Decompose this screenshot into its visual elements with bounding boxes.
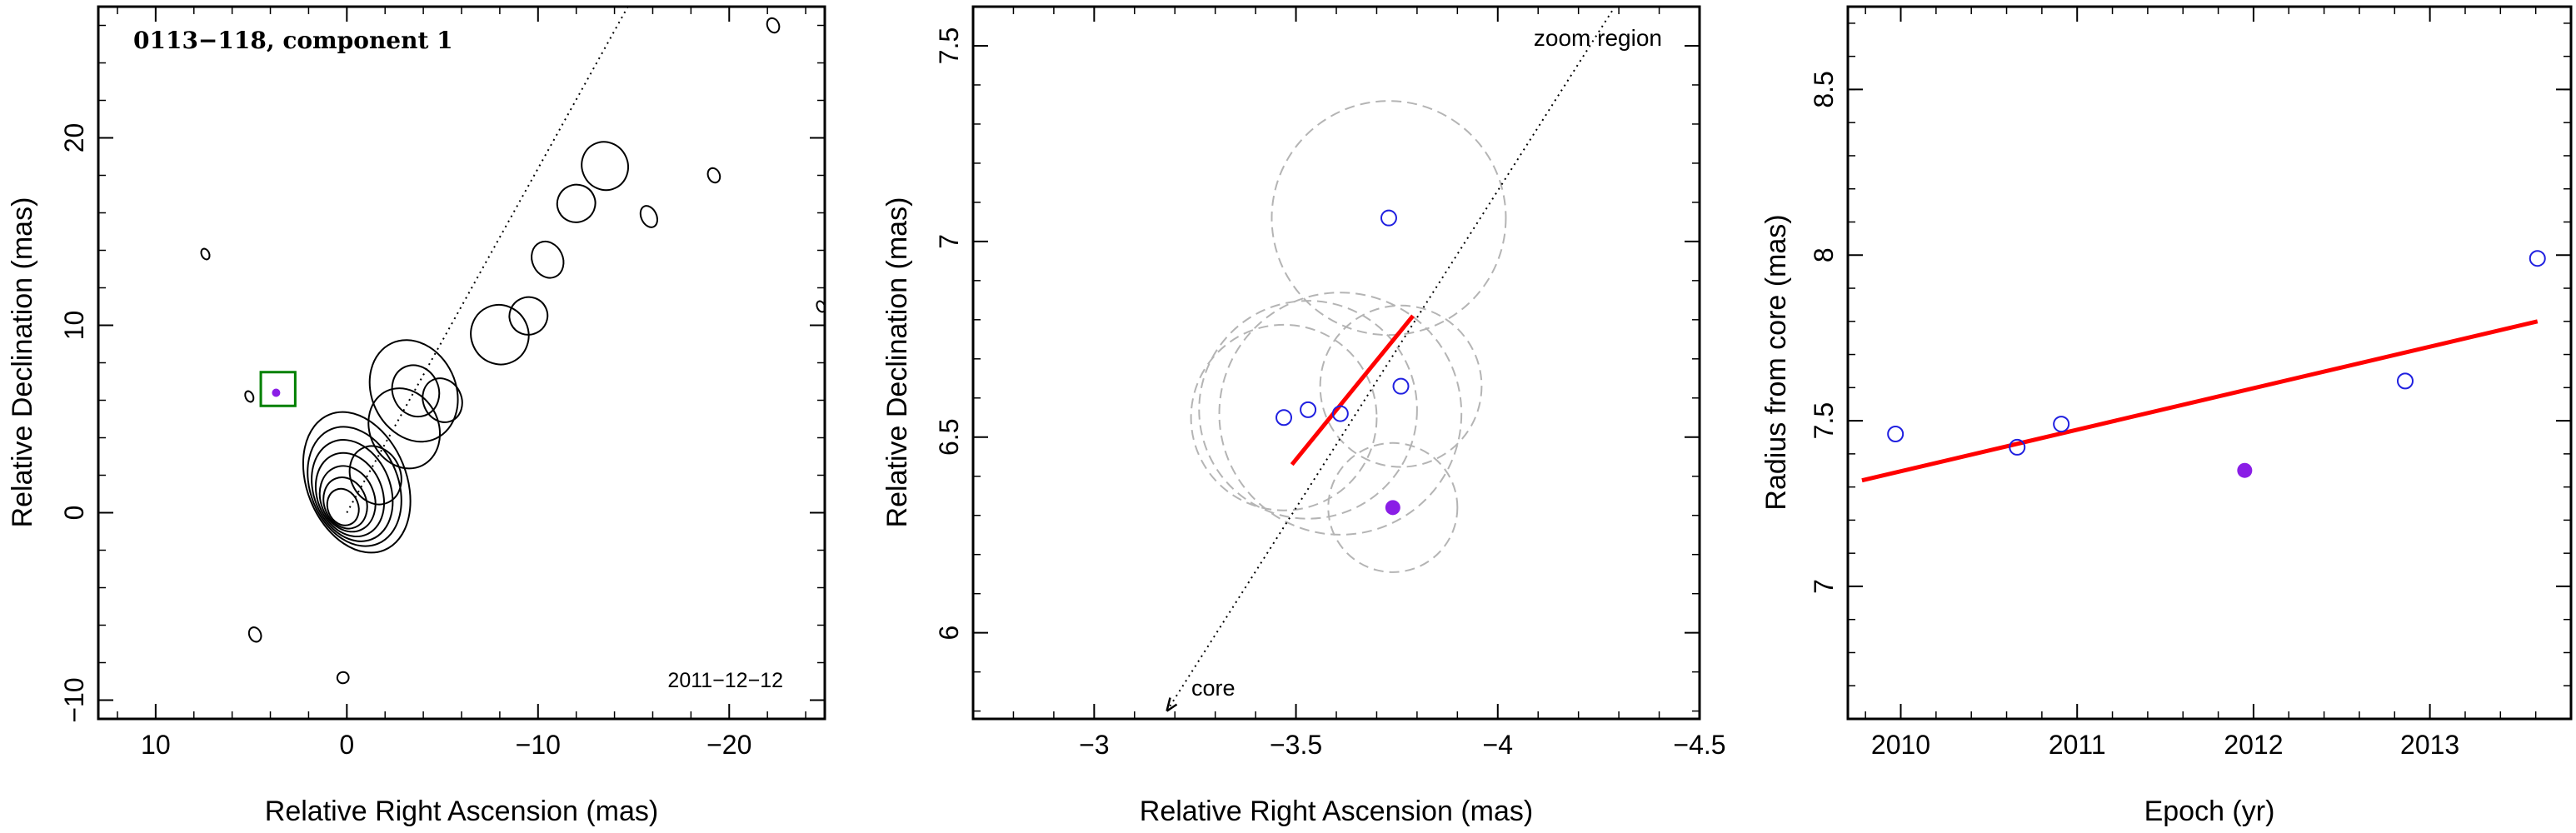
y-axis-label: Relative Declination (mas) — [881, 197, 913, 528]
core-contour — [307, 426, 402, 547]
jet-contour — [766, 17, 781, 34]
jet-contour — [200, 247, 211, 261]
y-tick-label: 10 — [59, 311, 89, 341]
data-point-filled — [1385, 500, 1400, 516]
y-tick-label: 7 — [934, 234, 964, 249]
core-arrow — [1166, 697, 1178, 712]
x-tick-label: 2011 — [2049, 730, 2106, 760]
data-point-open — [1276, 409, 1293, 426]
jet-contour — [244, 390, 255, 403]
jet-contour — [706, 167, 721, 184]
component-marker — [272, 388, 281, 397]
x-tick-label: 2012 — [2224, 730, 2283, 760]
error-circle — [1218, 292, 1463, 536]
panel-zoom-region: −3 −3.5 −4 −4.5 6 6.5 7 7.5 zoom region core Re… — [881, 5, 1726, 827]
jet-contour — [391, 364, 441, 418]
data-point-open — [1392, 377, 1410, 395]
jet-contour — [470, 304, 530, 366]
jet-contour — [247, 626, 262, 643]
date-label: 2011−12−12 — [667, 669, 783, 692]
axes-frame — [97, 5, 826, 721]
core-label: core — [1191, 676, 1236, 701]
y-tick-label: 7.5 — [934, 27, 964, 64]
plot-title: 0113−118, component 1 — [133, 27, 453, 54]
x-tick-label: 10 — [141, 730, 171, 760]
jet-contour — [336, 671, 350, 685]
jet-contour — [368, 339, 459, 443]
data-point-open — [1887, 426, 1905, 442]
x-axis-label: Relative Right Ascension (mas) — [1140, 796, 1533, 827]
error-circle — [1190, 323, 1378, 511]
error-circle — [1327, 441, 1459, 573]
jet-contour — [367, 387, 442, 470]
error-circle — [1198, 300, 1418, 520]
data-point-open — [1331, 405, 1349, 422]
jet-contour — [581, 141, 629, 192]
y-axis-label: Relative Declination (mas) — [7, 197, 38, 528]
jet-contour — [508, 296, 549, 336]
data-point-open — [1380, 209, 1397, 227]
x-tick-label: 2013 — [2400, 730, 2459, 760]
y-tick-label: −10 — [59, 677, 89, 722]
core-contour — [326, 487, 360, 526]
jet-contour — [348, 445, 402, 506]
x-tick-label: 0 — [339, 730, 354, 760]
error-circle — [1319, 304, 1483, 468]
core-contour — [318, 465, 377, 533]
x-tick-label: 2010 — [1871, 730, 1930, 760]
axes-frame — [1846, 5, 2573, 721]
y-tick-label: 6 — [934, 626, 964, 641]
x-tick-label: −4 — [1483, 730, 1513, 760]
x-tick-label: −10 — [516, 730, 561, 760]
y-axis-label: Radius from core (mas) — [1760, 214, 1792, 510]
x-tick-label: −4.5 — [1673, 730, 1725, 760]
y-tick-label: 6.5 — [934, 419, 964, 456]
data-point-open — [2529, 250, 2546, 267]
core-contour — [302, 411, 412, 554]
error-circle — [1271, 100, 1507, 337]
x-tick-label: −20 — [706, 730, 751, 760]
jet-contour — [639, 205, 658, 228]
fit-line — [1290, 314, 1415, 466]
data-point-open — [2396, 372, 2414, 390]
data-point-open — [1300, 401, 1317, 418]
jet-direction-line — [346, 6, 629, 513]
core-contour — [314, 451, 386, 538]
core-contour — [311, 439, 394, 542]
y-tick-label: 7 — [1809, 579, 1839, 594]
x-tick-label: −3.5 — [1270, 730, 1322, 760]
data-point-open — [2009, 438, 2026, 456]
core-contour — [322, 476, 368, 530]
jet-direction-line — [1166, 6, 1616, 712]
y-tick-label: 8 — [1809, 247, 1839, 262]
x-tick-label: −3 — [1079, 730, 1109, 760]
y-tick-label: 20 — [59, 123, 89, 153]
fit-line — [1861, 319, 2539, 483]
jet-contour — [422, 377, 463, 423]
y-tick-label: 0 — [59, 506, 89, 521]
jet-contour — [556, 183, 597, 223]
y-tick-label: 8.5 — [1809, 71, 1839, 107]
y-tick-label: 7.5 — [1809, 402, 1839, 439]
panel-radius-vs-epoch: 2010 2011 2012 2013 7 7.5 8 8.5 Epoch (yr) Radi… — [1760, 5, 2573, 827]
x-axis-label: Relative Right Ascension (mas) — [265, 796, 658, 827]
data-point-open — [2053, 416, 2070, 433]
data-point-filled — [2237, 462, 2253, 478]
x-axis-label: Epoch (yr) — [2144, 796, 2275, 827]
jet-contour — [531, 240, 565, 279]
zoom-box — [259, 371, 297, 407]
axes-frame — [971, 5, 1701, 721]
zoom-region-label: zoom region — [1534, 25, 1662, 51]
